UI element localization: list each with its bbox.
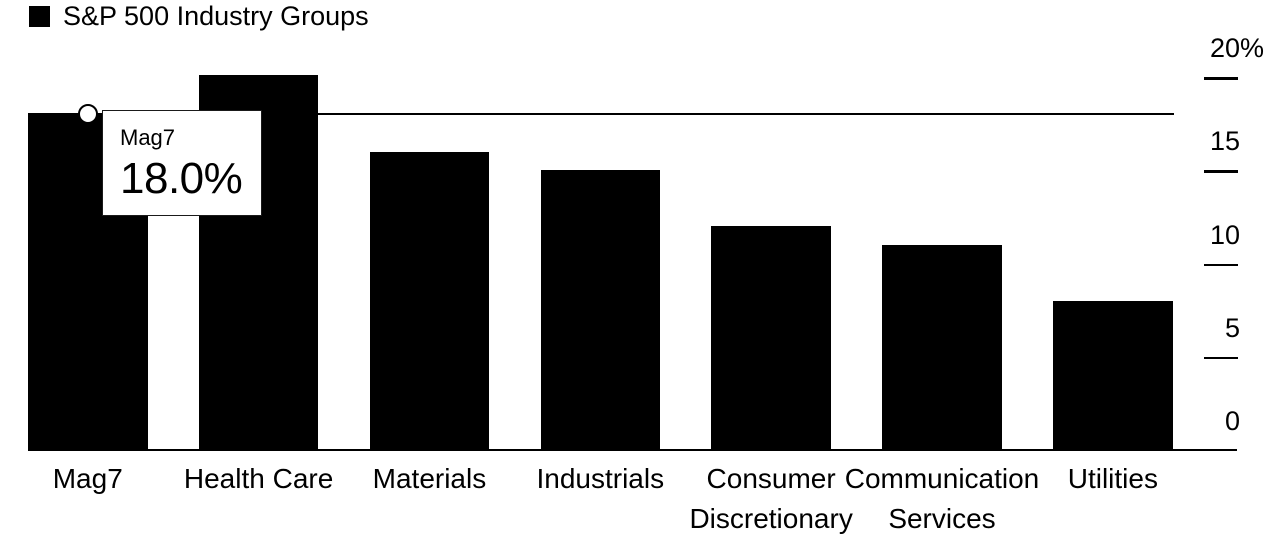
y-axis-tick (1204, 356, 1238, 360)
reference-line (28, 112, 1174, 116)
x-axis-line (28, 448, 1237, 451)
x-axis-label: Communication Services (844, 463, 1040, 534)
tooltip-category: Mag7 (120, 125, 176, 150)
y-axis-tick (1204, 170, 1238, 173)
y-axis-tick (1204, 263, 1238, 266)
tooltip: Mag7 18.0% (102, 110, 262, 216)
bar-materials[interactable] (369, 151, 490, 450)
y-axis-label: 0 (1224, 406, 1240, 436)
chart-legend: S&P 500 Industry Groups (29, 3, 369, 30)
y-axis-label: 15 (1209, 126, 1240, 157)
bar-communication-services[interactable] (882, 244, 1002, 450)
bar-utilities[interactable] (1053, 300, 1173, 450)
y-axis-label: 10 (1209, 219, 1240, 250)
marker-dot (77, 104, 98, 125)
x-axis-label: Materials (372, 463, 487, 494)
x-axis-label: Mag7 (52, 463, 123, 494)
legend-swatch-icon (29, 6, 50, 27)
y-axis-tick (1204, 77, 1238, 80)
bar-consumer-discretionary[interactable] (711, 226, 831, 450)
y-axis-label: 20% (1209, 33, 1265, 63)
x-axis-label: Utilities (1067, 463, 1158, 494)
legend-label: S&P 500 Industry Groups (63, 1, 369, 31)
tooltip-value: 18.0% (120, 154, 243, 203)
x-axis-label: Industrials (536, 463, 665, 494)
bar-industrials[interactable] (540, 170, 661, 450)
percent-sign: % (1240, 33, 1265, 63)
x-axis-label: Consumer Discretionary (689, 463, 853, 534)
x-axis-label: Health Care (183, 463, 334, 494)
y-axis-label: 5 (1224, 312, 1240, 343)
